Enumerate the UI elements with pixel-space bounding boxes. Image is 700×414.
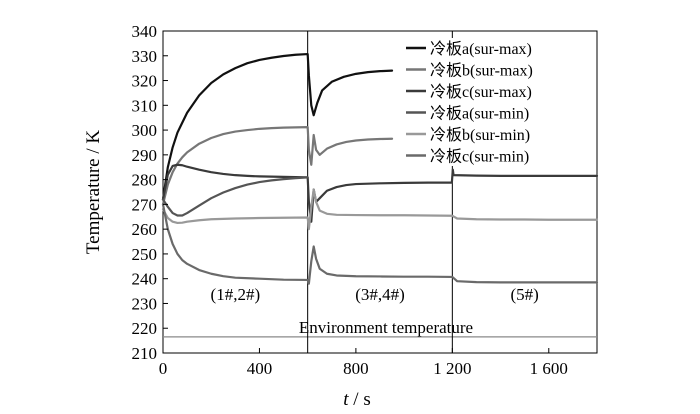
legend-box — [403, 38, 589, 166]
legend-label: 冷板c(sur-min) — [430, 148, 529, 166]
phase-label: (3#,4#) — [355, 285, 405, 304]
series-line-4 — [161, 176, 309, 217]
series-line-1 — [161, 52, 394, 201]
x-tick-label: 1 600 — [530, 359, 568, 378]
legend-label: 冷板a(sur-max) — [430, 40, 532, 58]
series-line-6 — [161, 203, 599, 285]
y-tick-label: 340 — [132, 22, 158, 41]
series-line-2 — [161, 126, 394, 206]
y-tick-label: 270 — [132, 195, 158, 214]
x-axis-label: t / s — [343, 389, 370, 410]
legend-label: 冷板b(sur-max) — [430, 62, 533, 80]
x-tick-label: 400 — [247, 359, 273, 378]
x-tick-label: 1 200 — [433, 359, 471, 378]
y-tick-label: 240 — [132, 270, 158, 289]
y-axis-label: Temperature / K — [83, 130, 104, 255]
y-tick-label: 210 — [132, 344, 158, 363]
y-tick-label: 300 — [132, 121, 158, 140]
phase-label: (5#) — [511, 285, 539, 304]
environment-label: Environment temperature — [299, 318, 473, 337]
legend-label: 冷板c(sur-max) — [430, 83, 532, 101]
y-tick-label: 280 — [132, 171, 158, 190]
y-tick-label: 230 — [132, 294, 158, 313]
y-tick-label: 250 — [132, 245, 158, 264]
x-axis-unit: / s — [353, 389, 370, 410]
phase-label: (1#,2#) — [211, 285, 261, 304]
x-tick-label: 800 — [343, 359, 369, 378]
y-tick-label: 290 — [132, 146, 158, 165]
x-tick-label: 0 — [159, 359, 168, 378]
y-tick-label: 320 — [132, 72, 158, 91]
legend-label: 冷板b(sur-min) — [430, 126, 530, 144]
y-tick-label: 330 — [132, 47, 158, 66]
x-axis-variable: t — [343, 389, 349, 410]
y-tick-label: 310 — [132, 96, 158, 115]
y-tick-label: 220 — [132, 319, 158, 338]
series-line-3 — [161, 163, 599, 223]
legend-label: 冷板a(sur-min) — [430, 105, 529, 123]
y-tick-label: 260 — [132, 220, 158, 239]
series-line-5 — [161, 188, 599, 231]
